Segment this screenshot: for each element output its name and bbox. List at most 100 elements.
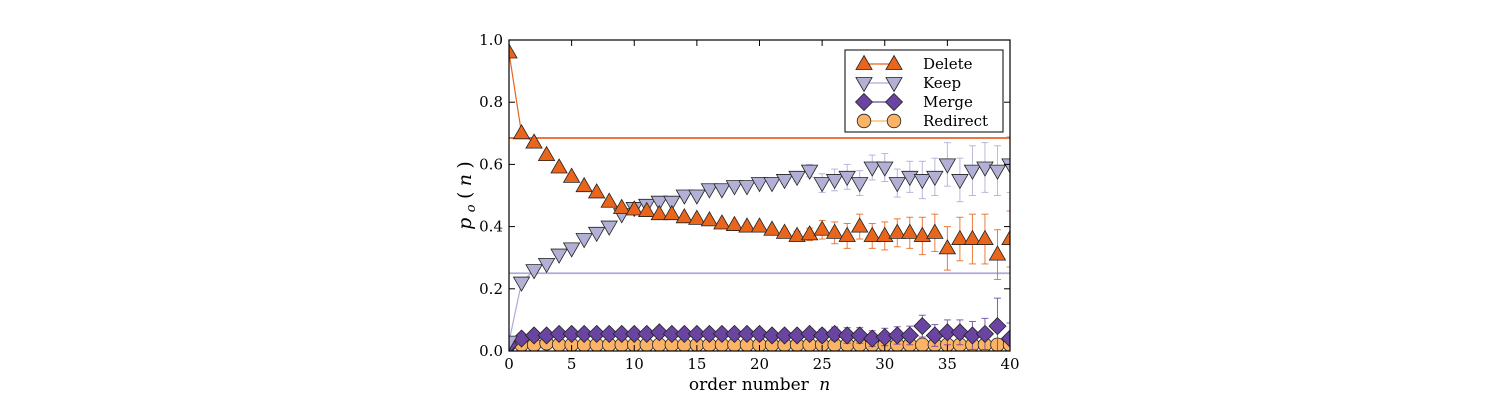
data-point-merge [888, 326, 907, 345]
data-point-delete [838, 226, 856, 242]
data-point-merge [625, 324, 644, 343]
data-point-merge [950, 323, 969, 342]
data-point-merge [662, 324, 681, 343]
legend-label-delete: Delete [923, 55, 973, 73]
data-point-keep [838, 170, 856, 187]
data-point-delete [926, 223, 944, 239]
data-point-merge [675, 324, 694, 343]
data-point-keep [562, 242, 581, 258]
data-point-keep [813, 177, 831, 193]
y-axis-label-subscript: o [464, 204, 479, 212]
legend-marker-delete [885, 54, 903, 70]
legend-label-keep: Keep [923, 74, 961, 92]
data-point-keep [650, 195, 669, 212]
data-point-merge [900, 326, 919, 345]
x-tick-label: 40 [1000, 355, 1019, 373]
x-tick-label: 0 [504, 355, 514, 373]
data-point-merge [575, 324, 594, 343]
series-merge [509, 297, 1010, 351]
data-point-delete [713, 214, 731, 230]
error-bar-delete [1006, 210, 1010, 268]
data-point-keep [1001, 158, 1010, 174]
x-tick-label: 35 [938, 355, 957, 373]
legend-item-delete: Delete [855, 54, 973, 73]
y-tick-label: 0.8 [479, 93, 503, 111]
data-point-merge [612, 324, 631, 343]
data-point-delete [763, 220, 781, 236]
data-point-delete [825, 223, 844, 239]
data-point-delete [738, 217, 756, 233]
data-point-merge [762, 326, 782, 345]
data-point-delete [550, 158, 568, 174]
data-point-delete [775, 223, 794, 239]
data-point-keep [600, 220, 618, 236]
data-point-delete [1001, 229, 1010, 245]
data-point-delete [562, 167, 581, 183]
data-point-keep [550, 248, 568, 264]
x-tick-label: 30 [875, 355, 894, 373]
data-point-merge [737, 324, 757, 343]
error-bar-keep [1006, 135, 1010, 193]
data-point-keep [888, 177, 907, 193]
data-point-keep [976, 161, 994, 177]
y-tick-label: 0.2 [479, 280, 503, 298]
x-tick-label: 5 [567, 355, 577, 373]
data-point-delete [875, 226, 894, 242]
data-point-keep [913, 174, 932, 190]
data-point-merge [800, 324, 819, 343]
data-point-delete [700, 211, 719, 227]
legend-marker-keep [855, 77, 873, 93]
data-point-keep [926, 170, 944, 187]
data-point-keep [875, 161, 894, 177]
data-point-delete [725, 215, 744, 231]
data-point-delete [951, 229, 969, 245]
data-point-redirect [915, 337, 930, 351]
data-point-merge [524, 326, 544, 345]
data-point-merge [600, 324, 619, 343]
data-point-delete [663, 204, 681, 221]
data-point-keep [750, 177, 769, 193]
x-tick-label: 25 [813, 355, 832, 373]
data-point-delete [976, 229, 994, 245]
data-point-delete [537, 145, 556, 161]
data-point-delete [963, 229, 982, 245]
data-point-merge [562, 324, 581, 343]
data-point-delete [638, 201, 656, 217]
x-axis-label-text: order number [689, 375, 810, 395]
data-point-keep [575, 233, 593, 249]
data-point-merge [850, 326, 869, 345]
data-point-delete [901, 223, 919, 239]
data-point-merge [687, 324, 706, 343]
data-point-merge [775, 326, 794, 345]
data-point-keep [963, 164, 982, 180]
data-point-delete [625, 200, 644, 216]
data-point-delete [575, 176, 593, 193]
axis-ticks: 0 5 10 15 20 25 30 35 40 0.0 0.2 0.4 0.6 0.8 1.0 [479, 31, 1019, 373]
data-point-keep [988, 164, 1007, 180]
x-tick-label: 20 [750, 355, 769, 373]
data-point-delete [688, 209, 706, 225]
data-point-delete [988, 245, 1007, 261]
series-keep [509, 135, 1010, 351]
y-tick-label: 0.0 [479, 342, 503, 360]
y-tick-label: 1.0 [479, 31, 503, 49]
legend-item-keep: Keep [855, 74, 961, 93]
y-axis-label-close: ) [454, 161, 476, 168]
data-point-keep [850, 177, 869, 193]
data-point-keep [700, 183, 719, 199]
data-point-delete [650, 204, 669, 221]
data-point-delete [788, 226, 806, 242]
legend-item-merge: Merge [854, 92, 973, 112]
y-axis-label-open: ( [454, 192, 476, 199]
data-point-keep [775, 174, 794, 190]
data-point-keep [825, 174, 844, 190]
legend-marker-delete [855, 54, 873, 70]
x-axis-label: order number n [689, 375, 830, 395]
y-tick-label: 0.6 [479, 155, 503, 173]
y-axis-label: p o ( n ) [454, 161, 480, 230]
error-bar-merge [1006, 322, 1010, 351]
data-point-merge [825, 324, 844, 343]
data-point-merge [838, 326, 857, 345]
